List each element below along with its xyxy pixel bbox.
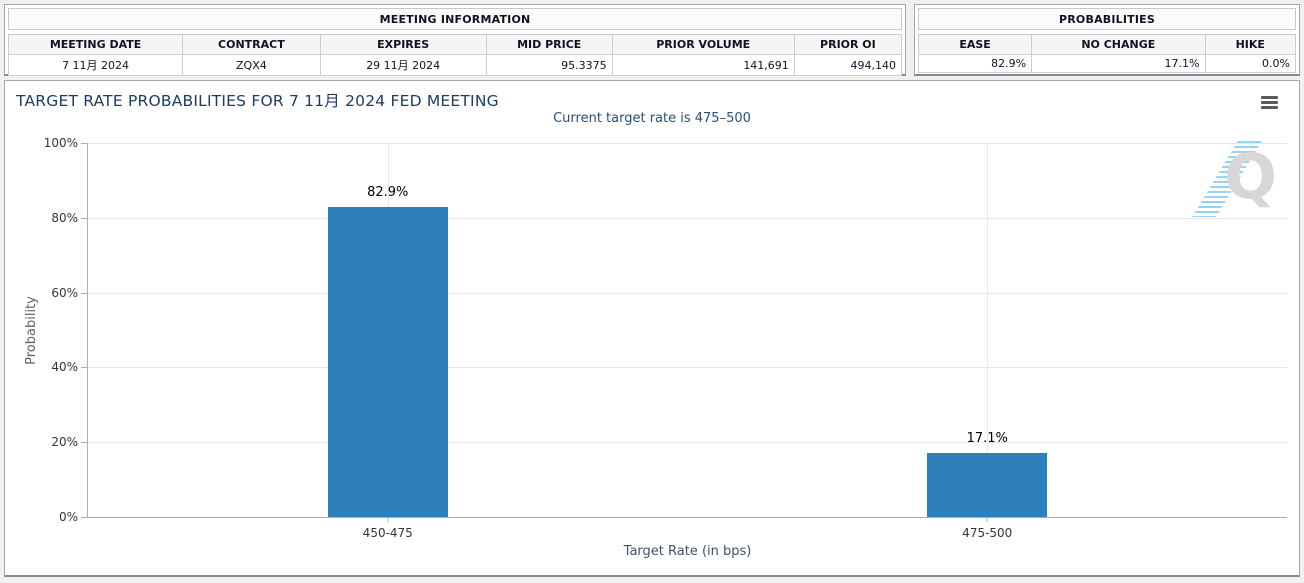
col-header-expires: EXPIRES (319, 34, 487, 55)
table-row: 82.9% 17.1% 0.0% (917, 54, 1296, 73)
table-row: 7 11月 2024 ZQX4 29 11月 2024 95.3375 141,… (7, 54, 903, 76)
x-axis-tick (986, 517, 988, 522)
col-header-meeting-date: MEETING DATE (7, 34, 184, 55)
probability-bar-475-500[interactable] (927, 453, 1048, 517)
gridline (88, 367, 1287, 369)
y-axis-label: 20% (51, 435, 78, 450)
table-header-row: MEETING DATE CONTRACT EXPIRES MID PRICE … (7, 34, 903, 55)
prior-oi-value: 494,140 (793, 54, 903, 76)
y-axis-tick (81, 442, 87, 444)
x-axis-tick (387, 517, 389, 522)
x-axis-title: Target Rate (in bps) (623, 544, 752, 559)
table-header-row: EASE NO CHANGE HIKE (917, 34, 1296, 55)
y-axis-label: 40% (51, 360, 78, 375)
y-axis-label: 100% (43, 136, 78, 150)
gridline (88, 292, 1287, 294)
chart-subtitle: Current target rate is 475–500 (553, 111, 751, 126)
probabilities-panel: PROBABILITIES EASE NO CHANGE HIKE 82.9% … (914, 4, 1300, 76)
ease-value: 82.9% (917, 54, 1033, 73)
bar-data-label: 17.1% (966, 431, 1008, 447)
hike-value: 0.0% (1204, 54, 1296, 73)
meeting-information-title: MEETING INFORMATION (8, 8, 902, 30)
meeting-date-value: 7 11月 2024 (7, 54, 184, 76)
col-header-hike: HIKE (1204, 34, 1296, 55)
contract-value: ZQX4 (182, 54, 321, 76)
probability-bar-450-475[interactable] (327, 206, 448, 517)
gridline (88, 143, 1287, 144)
target-rate-chart-panel: TARGET RATE PROBABILITIES FOR 7 11月 2024… (4, 80, 1300, 577)
bar-slot-450-475: 82.9% (327, 143, 448, 517)
y-axis-tick (81, 217, 87, 219)
x-axis-label: 450-475 (362, 526, 413, 540)
gridline (88, 217, 1287, 219)
no-change-value: 17.1% (1031, 54, 1206, 73)
y-axis-label: 60% (51, 285, 78, 300)
y-axis-tick (81, 517, 87, 518)
plot-area: 100% 80% 60% 40% 20% 0% Probability 82.9… (24, 136, 1287, 559)
probabilities-title: PROBABILITIES (918, 8, 1296, 30)
col-header-prior-volume: PRIOR VOLUME (611, 34, 795, 55)
chart-menu-hamburger-icon[interactable] (1261, 96, 1278, 109)
meeting-information-panel: MEETING INFORMATION MEETING DATE CONTRAC… (4, 4, 906, 76)
y-axis-tick (81, 292, 87, 294)
chart-title: TARGET RATE PROBABILITIES FOR 7 11月 2024… (16, 92, 499, 110)
probabilities-table: EASE NO CHANGE HIKE 82.9% 17.1% 0.0% (917, 34, 1296, 73)
bar-slot-475-500: 17.1% (927, 143, 1048, 517)
gridline (987, 143, 989, 517)
y-axis-title: Probability (23, 295, 39, 365)
prior-volume-value: 141,691 (611, 54, 795, 76)
col-header-no-change: NO CHANGE (1031, 34, 1206, 55)
expires-value: 29 11月 2024 (319, 54, 487, 76)
y-axis-tick (81, 143, 87, 144)
y-axis-label: 80% (51, 210, 78, 225)
mid-price-value: 95.3375 (485, 54, 613, 76)
top-info-row: MEETING INFORMATION MEETING DATE CONTRAC… (4, 4, 1300, 76)
col-header-prior-oi: PRIOR OI (793, 34, 903, 55)
meeting-information-table: MEETING DATE CONTRACT EXPIRES MID PRICE … (7, 34, 903, 76)
y-axis-tick (81, 367, 87, 369)
bar-data-label: 82.9% (367, 184, 409, 200)
y-axis-label: 0% (58, 510, 78, 524)
col-header-ease: EASE (917, 34, 1033, 55)
col-header-contract: CONTRACT (182, 34, 321, 55)
col-header-mid-price: MID PRICE (485, 34, 613, 55)
x-axis-label: 475-500 (962, 526, 1013, 540)
gridline (88, 442, 1287, 444)
